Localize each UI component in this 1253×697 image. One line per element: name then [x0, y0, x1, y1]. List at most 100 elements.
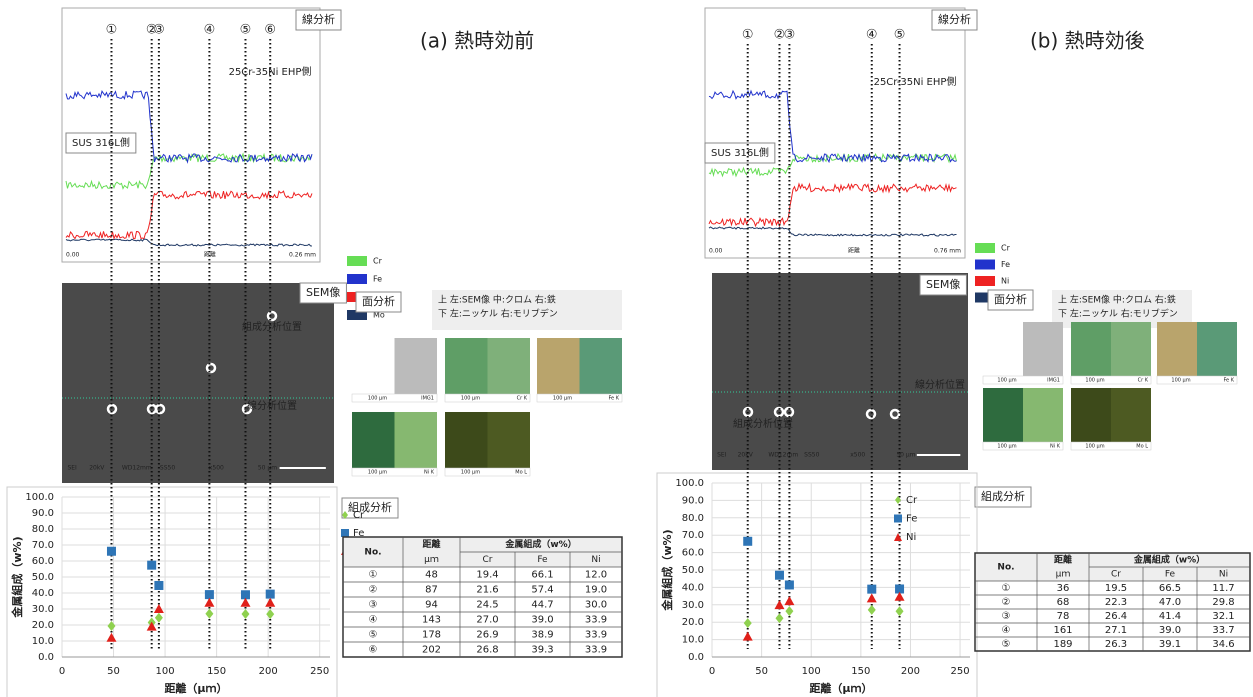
data-point [266, 609, 274, 619]
y-tick-label: 10.0 [32, 636, 54, 647]
sem-image [62, 283, 334, 483]
y-tick-label: 60.0 [682, 548, 704, 559]
tile-name: Fe K [608, 396, 619, 402]
table-cell: 143 [422, 615, 441, 626]
table-header: μｍ [1056, 570, 1071, 580]
map-tile [1023, 388, 1063, 442]
sem-annotation: 組成分析位置 [242, 320, 302, 333]
sem-annotation: 線分析位置 [915, 378, 965, 391]
position-marker: ⑥ [264, 23, 276, 38]
sem-footer: 20kV [738, 452, 754, 459]
map-tile [352, 412, 395, 468]
table-header: No. [364, 548, 381, 558]
y-tick-label: 0.0 [688, 652, 704, 663]
map-tile [983, 322, 1023, 376]
table-cell: 19.5 [1105, 583, 1127, 594]
tile-scale: 100 µm [1085, 378, 1104, 384]
line-analysis-label: 線分析 [938, 12, 971, 26]
figure: (a) 熱時効前CrFeNiMo線分析25Cr-35Ni EHP側SUS 316… [0, 0, 1253, 697]
table-cell: 68 [1057, 597, 1070, 608]
table-cell: 94 [425, 600, 438, 611]
x-tick-label: 50 [107, 666, 120, 677]
data-point [205, 590, 214, 599]
x-tick-label: 250 [951, 666, 970, 677]
table-cell: 11.7 [1212, 583, 1234, 594]
y-tick-label: 90.0 [682, 495, 704, 506]
tile-scale: 100 µm [1085, 444, 1104, 450]
tile-scale: 100 µm [997, 444, 1016, 450]
data-point [744, 618, 752, 628]
legend-label: Fe [906, 514, 917, 525]
legend-label: Cr [373, 257, 383, 266]
tile-scale: 100 µm [368, 470, 387, 476]
table-cell: 29.8 [1212, 597, 1234, 608]
table-header: 金属組成（w%） [504, 538, 576, 550]
table-header: Cr [483, 555, 493, 565]
table-cell: 27.0 [476, 615, 498, 626]
tile-name: IMG1 [1047, 378, 1060, 384]
note-text: 上 左:SEM像 中:クロム 右:鉄 [1058, 294, 1176, 306]
data-point [106, 633, 116, 642]
y-tick-label: 30.0 [682, 600, 704, 611]
table-cell: 66.1 [531, 570, 553, 581]
table-cell: 34.6 [1212, 639, 1234, 650]
table-cell: 39.3 [531, 645, 553, 656]
sem-footer: WD12mm [768, 452, 798, 459]
axis-label: 0.76 mm [934, 248, 961, 255]
y-tick-label: 30.0 [32, 604, 54, 615]
tile-name: Mo L [515, 470, 527, 476]
data-point [868, 605, 876, 615]
axis-label: 0.26 mm [289, 252, 316, 259]
position-marker: ③ [784, 28, 796, 43]
panel-title: (b) 熱時効後 [1030, 29, 1145, 53]
table-cell: 19.0 [585, 585, 607, 596]
legend-swatch [347, 256, 367, 266]
data-point [743, 632, 753, 641]
x-tick-label: 50 [755, 666, 768, 677]
tile-scale: 100 µm [997, 378, 1016, 384]
x-tick-label: 250 [310, 666, 329, 677]
map-tile [395, 338, 438, 394]
map-tile [1157, 322, 1197, 376]
position-marker: ① [742, 28, 754, 43]
map-tile [1023, 322, 1063, 376]
axis-label: 距離 [848, 247, 860, 255]
x-tick-label: 0 [709, 666, 715, 677]
legend-marker [894, 533, 902, 541]
sem-image [712, 273, 968, 470]
region-label: SUS 316L側 [711, 146, 769, 159]
sem-label: SEM像 [306, 286, 340, 299]
table-header: Cr [1111, 570, 1121, 580]
table-cell: ② [1002, 597, 1011, 608]
y-tick-label: 40.0 [682, 582, 704, 593]
y-tick-label: 40.0 [32, 588, 54, 599]
table-cell: 41.4 [1159, 611, 1181, 622]
map-tile [395, 412, 438, 468]
tile-name: Fe K [1223, 378, 1234, 384]
table-cell: 47.0 [1159, 597, 1181, 608]
legend-swatch [975, 260, 995, 270]
legend-label: Cr [906, 495, 918, 506]
x-tick-label: 100 [802, 666, 821, 677]
table-cell: 78 [1057, 611, 1070, 622]
sem-footer: SS50 [804, 452, 819, 459]
data-point [896, 606, 904, 616]
data-point [107, 547, 116, 556]
table-header: 金属組成（w%） [1133, 554, 1205, 566]
map-tile [1071, 322, 1111, 376]
x-tick-label: 200 [901, 666, 920, 677]
table-cell: 24.5 [476, 600, 498, 611]
table-header: 距離 [1054, 554, 1072, 566]
data-point [241, 609, 249, 619]
x-axis-title: 距離（μｍ） [164, 681, 227, 695]
table-cell: ① [369, 570, 378, 581]
table-header: μｍ [424, 555, 439, 565]
table-cell: ④ [1002, 625, 1011, 636]
position-marker: ① [106, 23, 118, 38]
position-marker: ③ [153, 23, 165, 38]
table-cell: 39.0 [1159, 625, 1181, 636]
tile-name: Cr K [1138, 378, 1149, 384]
table-cell: 87 [425, 585, 438, 596]
table-header: Ni [591, 555, 600, 565]
tile-scale: 100 µm [553, 396, 572, 402]
